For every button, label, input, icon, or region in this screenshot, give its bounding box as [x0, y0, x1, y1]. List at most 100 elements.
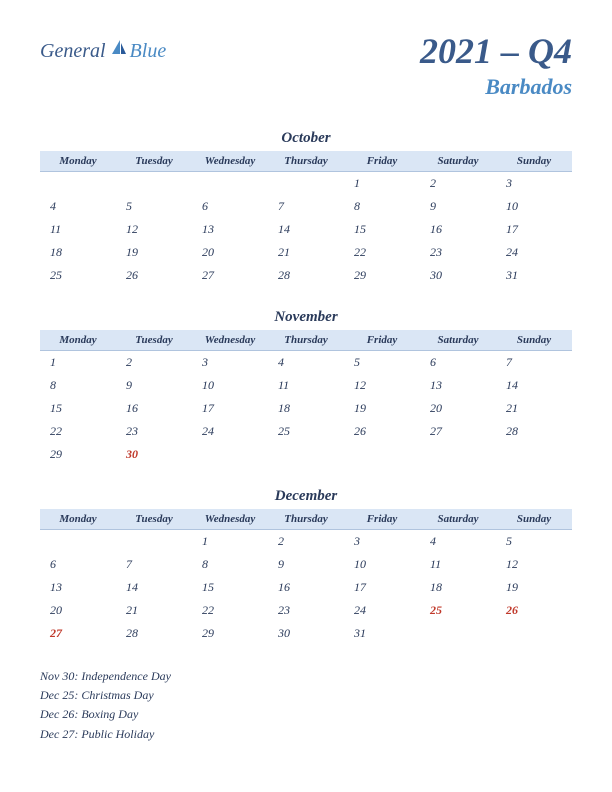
calendar-cell: 25 — [40, 264, 116, 287]
calendar-cell: 19 — [496, 576, 572, 599]
calendar-row: 6789101112 — [40, 553, 572, 576]
calendar-cell: 2 — [268, 530, 344, 554]
calendar-cell — [268, 443, 344, 466]
calendar-cell: 15 — [344, 218, 420, 241]
weekday-header: Friday — [344, 509, 420, 530]
calendar-cell: 6 — [40, 553, 116, 576]
calendar-cell: 4 — [40, 195, 116, 218]
calendar-row: 45678910 — [40, 195, 572, 218]
calendar-cell: 29 — [40, 443, 116, 466]
calendar-cell: 13 — [40, 576, 116, 599]
calendar-table: MondayTuesdayWednesdayThursdayFridaySatu… — [40, 330, 572, 466]
month-block: OctoberMondayTuesdayWednesdayThursdayFri… — [40, 130, 572, 287]
calendar-row: 891011121314 — [40, 374, 572, 397]
calendar-cell: 10 — [344, 553, 420, 576]
calendar-cell: 30 — [420, 264, 496, 287]
month-name: December — [40, 488, 572, 505]
calendar-cell: 15 — [40, 397, 116, 420]
weekday-header: Saturday — [420, 151, 496, 172]
calendar-cell: 13 — [420, 374, 496, 397]
calendar-cell: 29 — [344, 264, 420, 287]
calendar-cell: 24 — [496, 241, 572, 264]
calendar-cell: 20 — [420, 397, 496, 420]
weekday-header: Tuesday — [116, 151, 192, 172]
calendar-cell: 14 — [268, 218, 344, 241]
calendar-cell: 12 — [116, 218, 192, 241]
calendar-cell — [192, 172, 268, 196]
holiday-entry: Dec 27: Public Holiday — [40, 725, 572, 744]
calendar-cell: 21 — [268, 241, 344, 264]
calendar-row: 2930 — [40, 443, 572, 466]
calendar-cell: 19 — [116, 241, 192, 264]
calendar-cell: 5 — [496, 530, 572, 554]
calendar-cell: 5 — [116, 195, 192, 218]
calendar-row: 13141516171819 — [40, 576, 572, 599]
month-name: October — [40, 130, 572, 147]
calendar-cell — [268, 172, 344, 196]
calendar-cell: 1 — [40, 351, 116, 375]
weekday-header: Thursday — [268, 151, 344, 172]
logo-text-blue: Blue — [130, 40, 167, 63]
calendar-cell: 7 — [116, 553, 192, 576]
calendar-cell: 14 — [496, 374, 572, 397]
calendar-cell: 20 — [40, 599, 116, 622]
calendar-cell: 1 — [192, 530, 268, 554]
weekday-header: Thursday — [268, 509, 344, 530]
calendar-cell: 9 — [268, 553, 344, 576]
calendar-row: 20212223242526 — [40, 599, 572, 622]
holiday-list: Nov 30: Independence DayDec 25: Christma… — [40, 667, 572, 744]
calendar-cell: 18 — [40, 241, 116, 264]
weekday-header: Monday — [40, 330, 116, 351]
page-subtitle: Barbados — [420, 74, 572, 100]
calendar-cell: 24 — [344, 599, 420, 622]
calendar-cell: 10 — [192, 374, 268, 397]
calendar-cell: 28 — [116, 622, 192, 645]
calendars-container: OctoberMondayTuesdayWednesdayThursdayFri… — [40, 130, 572, 645]
calendar-cell: 7 — [268, 195, 344, 218]
calendar-row: 1234567 — [40, 351, 572, 375]
holiday-entry: Dec 25: Christmas Day — [40, 686, 572, 705]
calendar-row: 2728293031 — [40, 622, 572, 645]
calendar-cell: 21 — [116, 599, 192, 622]
calendar-cell — [40, 172, 116, 196]
calendar-cell: 30 — [116, 443, 192, 466]
calendar-row: 25262728293031 — [40, 264, 572, 287]
calendar-cell: 21 — [496, 397, 572, 420]
month-block: December MondayTuesdayWednesdayThursdayFr… — [40, 488, 572, 645]
title-block: 2021 – Q4 Barbados — [420, 30, 572, 100]
header: General Blue 2021 – Q4 Barbados — [40, 30, 572, 100]
calendar-cell: 25 — [420, 599, 496, 622]
month-name: November — [40, 309, 572, 326]
calendar-cell: 22 — [344, 241, 420, 264]
month-block: November MondayTuesdayWednesdayThursdayFr… — [40, 309, 572, 466]
calendar-cell: 16 — [268, 576, 344, 599]
calendar-cell — [40, 530, 116, 554]
calendar-cell: 20 — [192, 241, 268, 264]
calendar-cell: 11 — [420, 553, 496, 576]
calendar-cell: 8 — [344, 195, 420, 218]
weekday-header: Tuesday — [116, 509, 192, 530]
logo-sail-icon — [110, 38, 128, 61]
calendar-cell: 12 — [344, 374, 420, 397]
calendar-row: 15161718192021 — [40, 397, 572, 420]
calendar-cell: 6 — [420, 351, 496, 375]
calendar-cell: 27 — [192, 264, 268, 287]
calendar-cell: 31 — [344, 622, 420, 645]
weekday-header: Monday — [40, 509, 116, 530]
calendar-cell: 16 — [116, 397, 192, 420]
calendar-row: 22232425262728 — [40, 420, 572, 443]
calendar-cell: 4 — [420, 530, 496, 554]
calendar-cell: 23 — [420, 241, 496, 264]
calendar-cell: 29 — [192, 622, 268, 645]
weekday-header: Wednesday — [192, 509, 268, 530]
calendar-cell: 2 — [420, 172, 496, 196]
calendar-cell: 7 — [496, 351, 572, 375]
logo-text-general: General — [40, 40, 106, 63]
calendar-cell: 14 — [116, 576, 192, 599]
calendar-cell: 2 — [116, 351, 192, 375]
calendar-row: 11121314151617 — [40, 218, 572, 241]
calendar-cell: 3 — [344, 530, 420, 554]
calendar-cell: 25 — [268, 420, 344, 443]
calendar-cell: 3 — [192, 351, 268, 375]
calendar-cell: 18 — [420, 576, 496, 599]
